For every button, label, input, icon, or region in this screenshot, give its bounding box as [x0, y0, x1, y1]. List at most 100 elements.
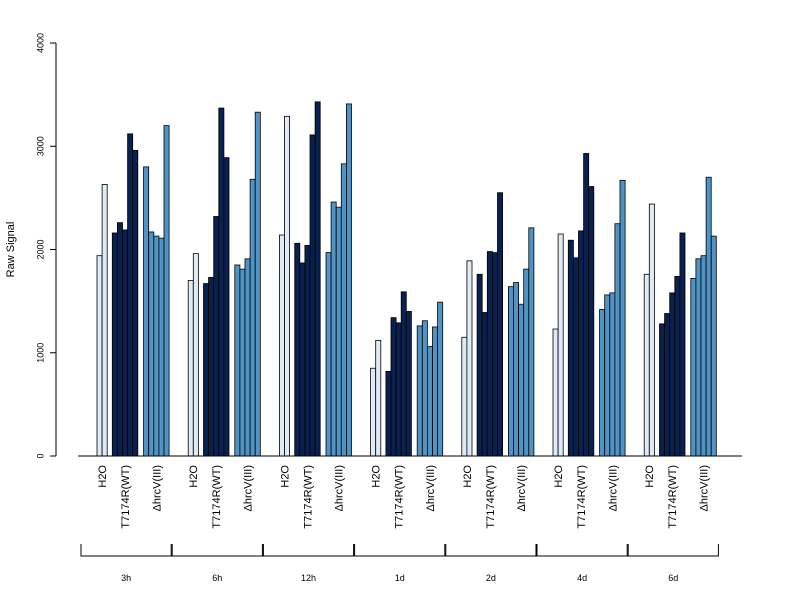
bar — [528, 227, 535, 457]
bar — [400, 291, 407, 457]
bars — [96, 101, 717, 457]
bar — [370, 367, 377, 457]
bar — [513, 282, 519, 457]
bar — [385, 370, 392, 457]
group-label: 12h — [301, 573, 316, 583]
bar — [244, 258, 251, 457]
y-axis-title: Raw Signal — [5, 222, 17, 278]
category-label: H2O — [371, 465, 383, 488]
bar — [208, 276, 215, 457]
bar — [588, 186, 595, 457]
bar — [557, 233, 564, 457]
category-label: ΔhrcV(III) — [151, 465, 163, 511]
bar — [304, 244, 311, 457]
bar — [153, 235, 160, 457]
category-label: T7174R(WT) — [485, 465, 497, 529]
bar — [648, 203, 655, 457]
bar — [491, 252, 498, 457]
bar — [375, 339, 382, 457]
group-label: 3h — [121, 573, 131, 583]
group-bracket — [445, 544, 537, 557]
bar — [335, 206, 342, 457]
category-label: ΔhrcV(III) — [516, 465, 528, 511]
bar — [96, 255, 103, 457]
bar — [117, 222, 123, 457]
bar — [619, 179, 626, 457]
bar — [309, 134, 316, 457]
bar — [254, 111, 261, 457]
bar — [314, 101, 321, 457]
category-label: H2O — [462, 465, 474, 488]
bar — [239, 268, 246, 457]
y-tick-label: 3000 — [35, 136, 45, 156]
bar — [330, 201, 337, 457]
bar — [705, 176, 712, 457]
bar — [643, 273, 650, 457]
bar — [518, 303, 525, 457]
category-label: H2O — [644, 465, 656, 488]
bar — [340, 163, 347, 457]
category-label: T7174R(WT) — [667, 465, 679, 529]
bar — [578, 230, 584, 457]
bar — [111, 232, 118, 457]
bar — [421, 320, 428, 457]
bar — [669, 292, 676, 457]
bar — [426, 346, 433, 457]
bar — [690, 278, 697, 457]
bar — [127, 133, 134, 457]
group-brackets: 3h 6h 12h 1d 2d 4d 6d — [80, 544, 719, 583]
category-label: ΔhrcV(III) — [425, 465, 437, 511]
bar — [604, 294, 611, 457]
category-label: ΔhrcV(III) — [698, 465, 710, 511]
bar — [466, 260, 473, 457]
bar — [390, 317, 397, 457]
group-bracket — [354, 544, 446, 557]
bar — [573, 257, 579, 457]
bar — [218, 107, 225, 457]
y-tick-label: 4000 — [35, 33, 45, 53]
bar — [523, 268, 530, 457]
group-bracket — [262, 544, 355, 557]
bar — [599, 308, 606, 457]
bar — [486, 251, 493, 457]
bar — [679, 232, 686, 457]
category-label: T7174R(WT) — [302, 465, 314, 529]
group-bracket — [171, 544, 263, 557]
category-labels: H2O T7174R(WT) ΔhrcV(III) H2O T7174R(WT) Δhrc… — [97, 465, 710, 529]
bar — [158, 237, 165, 457]
bar — [710, 235, 717, 457]
group-label: 6h — [212, 573, 222, 583]
category-label: T7174R(WT) — [576, 465, 588, 529]
category-label: T7174R(WT) — [120, 465, 132, 529]
y-tick-label: 1000 — [35, 343, 45, 363]
group-label: 4d — [577, 573, 587, 583]
y-tick-label: 0 — [35, 453, 45, 458]
category-label: H2O — [279, 465, 291, 488]
y-axis: 0 1000 2000 3000 4000 — [35, 33, 57, 459]
bar — [203, 283, 209, 457]
bar — [507, 286, 514, 457]
bar — [299, 262, 306, 457]
bar — [674, 275, 681, 457]
bar — [405, 311, 412, 457]
category-label: H2O — [188, 465, 200, 488]
group-label: 2d — [486, 573, 496, 583]
group-label: 6d — [668, 573, 678, 583]
group-bracket — [80, 544, 172, 557]
bar — [143, 166, 150, 457]
bar — [659, 323, 665, 457]
bar — [345, 103, 352, 457]
bar — [583, 153, 590, 457]
bar — [148, 231, 155, 457]
bar — [695, 258, 702, 457]
bar — [609, 292, 616, 457]
bar — [132, 149, 139, 457]
bar — [476, 273, 483, 457]
group-bracket — [627, 544, 719, 557]
bar — [567, 239, 574, 457]
bar — [223, 157, 230, 457]
category-label: T7174R(WT) — [394, 465, 406, 529]
category-label: ΔhrcV(III) — [334, 465, 346, 511]
bar — [278, 234, 285, 457]
category-label: H2O — [553, 465, 565, 488]
